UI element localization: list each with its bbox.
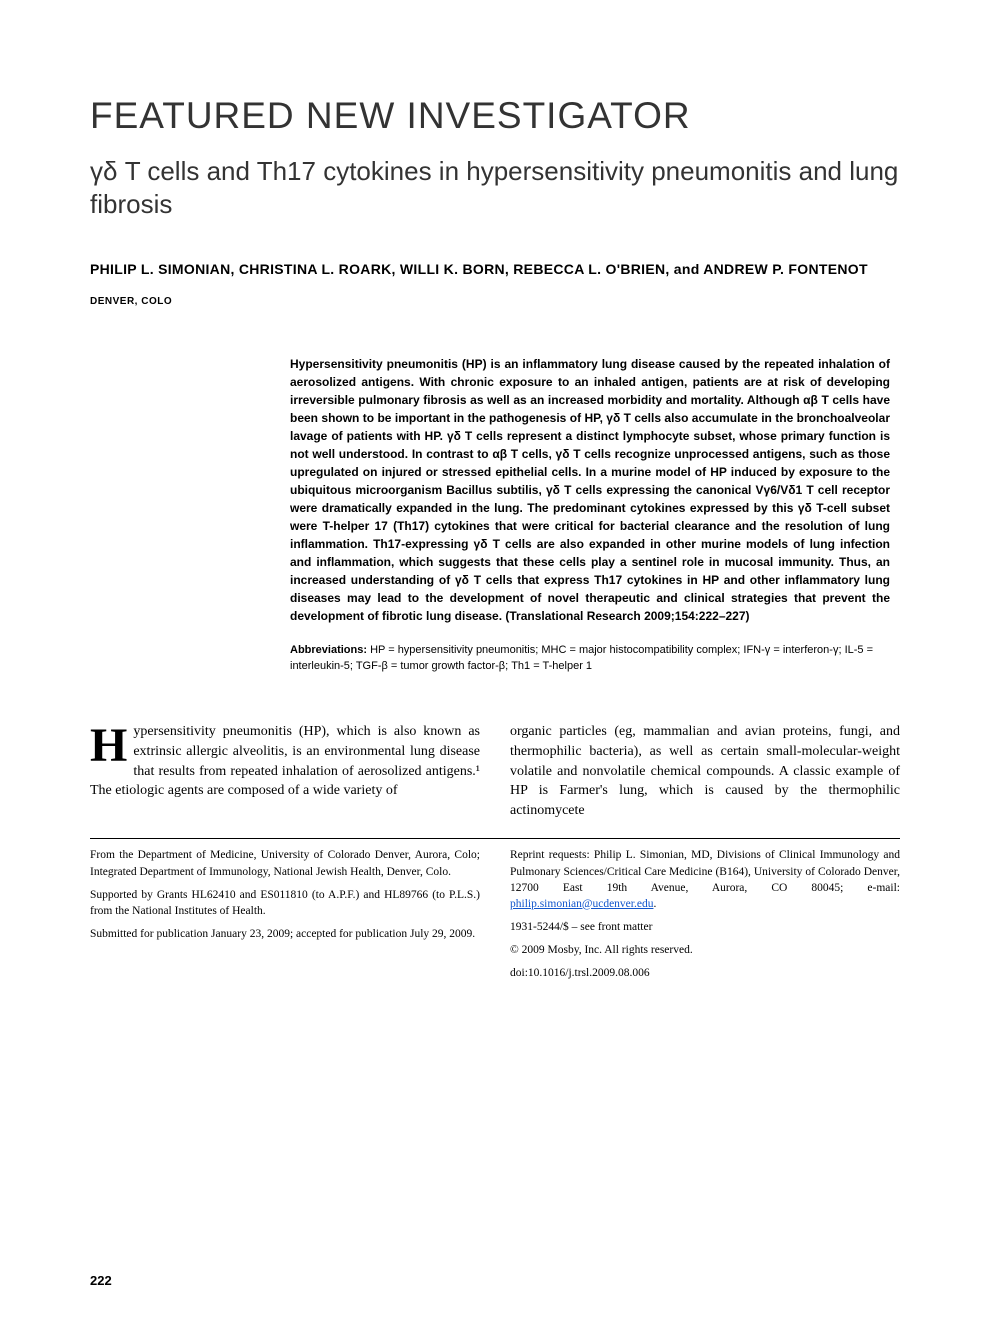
reprint-period: . <box>653 898 656 910</box>
body-paragraph-1: Hypersensitivity pneumonitis (HP), which… <box>90 722 480 800</box>
authors-list: PHILIP L. SIMONIAN, CHRISTINA L. ROARK, … <box>90 260 900 280</box>
body-text-col2: organic particles (eg, mammalian and avi… <box>510 722 900 820</box>
abstract-text: Hypersensitivity pneumonitis (HP) is an … <box>290 355 890 625</box>
section-header: FEATURED NEW INVESTIGATOR <box>90 95 900 137</box>
page-number: 222 <box>90 1273 112 1288</box>
footnote-doi: doi:10.1016/j.trsl.2009.08.006 <box>510 965 900 981</box>
footnotes-right: Reprint requests: Philip L. Simonian, MD… <box>510 847 900 988</box>
footnote-reprint: Reprint requests: Philip L. Simonian, MD… <box>510 847 900 911</box>
article-title: γδ T cells and Th17 cytokines in hyperse… <box>90 155 900 220</box>
footnotes-block: From the Department of Medicine, Univers… <box>90 838 900 988</box>
footnote-issn: 1931-5244/$ – see front matter <box>510 919 900 935</box>
abstract-block: Hypersensitivity pneumonitis (HP) is an … <box>290 355 890 625</box>
footnote-copyright: © 2009 Mosby, Inc. All rights reserved. <box>510 942 900 958</box>
footnote-support: Supported by Grants HL62410 and ES011810… <box>90 887 480 919</box>
abbreviations-block: Abbreviations: HP = hypersensitivity pne… <box>290 643 890 675</box>
reprint-text: Reprint requests: Philip L. Simonian, MD… <box>510 849 900 893</box>
footnote-dates: Submitted for publication January 23, 20… <box>90 926 480 942</box>
abbreviations-text: HP = hypersensitivity pneumonitis; MHC =… <box>290 644 873 672</box>
author-location: DENVER, COLO <box>90 296 900 307</box>
body-column-left: Hypersensitivity pneumonitis (HP), which… <box>90 722 480 820</box>
dropcap: H <box>90 722 133 767</box>
footnotes-left: From the Department of Medicine, Univers… <box>90 847 480 988</box>
body-column-right: organic particles (eg, mammalian and avi… <box>510 722 900 820</box>
body-columns: Hypersensitivity pneumonitis (HP), which… <box>90 722 900 820</box>
footnote-affiliation: From the Department of Medicine, Univers… <box>90 847 480 879</box>
reprint-email-link[interactable]: philip.simonian@ucdenver.edu <box>510 898 653 910</box>
abbreviations-label: Abbreviations: <box>290 644 367 656</box>
body-text-col1: ypersensitivity pneumonitis (HP), which … <box>90 724 480 798</box>
